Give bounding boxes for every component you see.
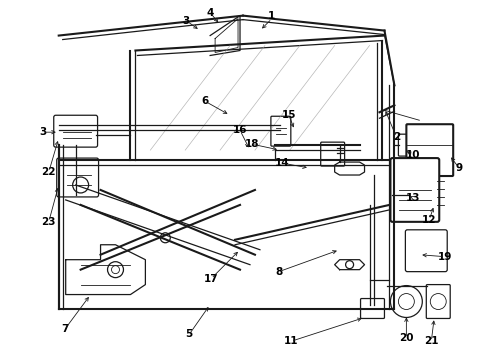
Text: 14: 14 xyxy=(274,158,289,168)
Text: 22: 22 xyxy=(42,167,56,177)
FancyBboxPatch shape xyxy=(406,124,453,176)
FancyBboxPatch shape xyxy=(321,142,344,166)
Text: 8: 8 xyxy=(275,267,283,276)
Text: 4: 4 xyxy=(206,8,214,18)
Text: 5: 5 xyxy=(186,329,193,339)
FancyBboxPatch shape xyxy=(391,158,439,222)
Text: 23: 23 xyxy=(42,217,56,227)
Text: 19: 19 xyxy=(438,252,452,262)
Text: 18: 18 xyxy=(245,139,259,149)
Text: 11: 11 xyxy=(284,336,298,346)
Text: 7: 7 xyxy=(61,324,69,334)
Text: 3: 3 xyxy=(39,127,47,137)
Text: 16: 16 xyxy=(233,125,247,135)
Text: 21: 21 xyxy=(424,336,439,346)
FancyBboxPatch shape xyxy=(57,158,98,197)
Text: 17: 17 xyxy=(204,274,219,284)
Circle shape xyxy=(160,233,171,243)
FancyBboxPatch shape xyxy=(361,298,385,319)
Text: 9: 9 xyxy=(456,163,463,173)
Text: 2: 2 xyxy=(393,132,400,142)
FancyBboxPatch shape xyxy=(426,285,450,319)
Text: 6: 6 xyxy=(201,96,209,106)
FancyBboxPatch shape xyxy=(398,134,428,156)
Text: 1: 1 xyxy=(268,11,275,21)
Text: 15: 15 xyxy=(282,110,296,120)
Circle shape xyxy=(391,285,422,318)
Text: 12: 12 xyxy=(422,215,437,225)
FancyBboxPatch shape xyxy=(54,115,98,147)
Text: 20: 20 xyxy=(399,333,414,343)
Text: 10: 10 xyxy=(406,150,420,160)
Text: 13: 13 xyxy=(406,193,420,203)
FancyBboxPatch shape xyxy=(271,116,291,146)
FancyBboxPatch shape xyxy=(405,230,447,272)
Text: 3: 3 xyxy=(183,15,190,26)
